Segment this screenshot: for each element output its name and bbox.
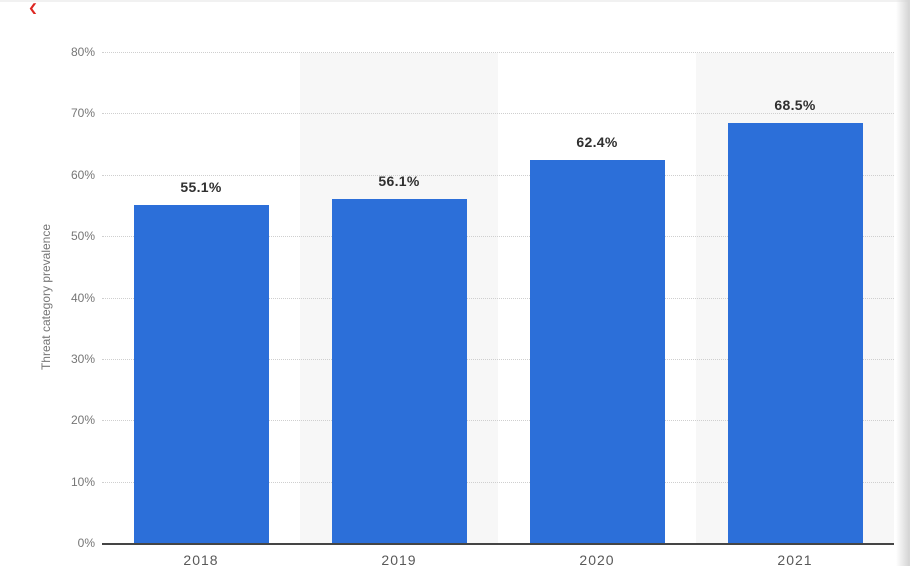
y-tick-label-40%: 40% (70, 291, 95, 305)
x-tick-label-2019: 2019 (381, 552, 417, 568)
y-tick-label-30%: 30% (70, 352, 95, 366)
gridline-50% (102, 236, 894, 237)
y-tick-label-70%: 70% (70, 106, 95, 120)
gridline-10% (102, 482, 894, 483)
gridline-60% (102, 175, 894, 176)
gridline-40% (102, 298, 894, 299)
x-tick-label-2018: 2018 (183, 552, 219, 568)
bar-2019[interactable] (332, 199, 467, 543)
page-edge-shadow (896, 0, 910, 566)
red-corner-mark: ❮ (28, 1, 39, 15)
gridline-30% (102, 359, 894, 360)
y-tick-label-60%: 60% (70, 168, 95, 182)
y-tick-label-20%: 20% (70, 413, 95, 427)
y-tick-label-10%: 10% (70, 475, 95, 489)
x-tick-label-2020: 2020 (579, 552, 615, 568)
bar-2018[interactable] (134, 205, 269, 543)
bar-2021[interactable] (728, 123, 863, 543)
value-label-2020: 62.4% (576, 134, 618, 150)
gridline-20% (102, 420, 894, 421)
top-border-line (0, 0, 910, 2)
x-axis-line (102, 543, 894, 545)
y-tick-label-80%: 80% (70, 45, 95, 59)
y-axis-title: Threat category prevalence (39, 223, 53, 371)
value-label-2021: 68.5% (774, 97, 816, 113)
value-label-2019: 56.1% (378, 173, 420, 189)
y-tick-label-0%: 0% (77, 536, 95, 550)
gridline-70% (102, 113, 894, 114)
bar-2020[interactable] (530, 160, 665, 543)
y-tick-label-50%: 50% (70, 229, 95, 243)
gridline-80% (102, 52, 894, 53)
value-label-2018: 55.1% (180, 179, 222, 195)
x-tick-label-2021: 2021 (777, 552, 813, 568)
